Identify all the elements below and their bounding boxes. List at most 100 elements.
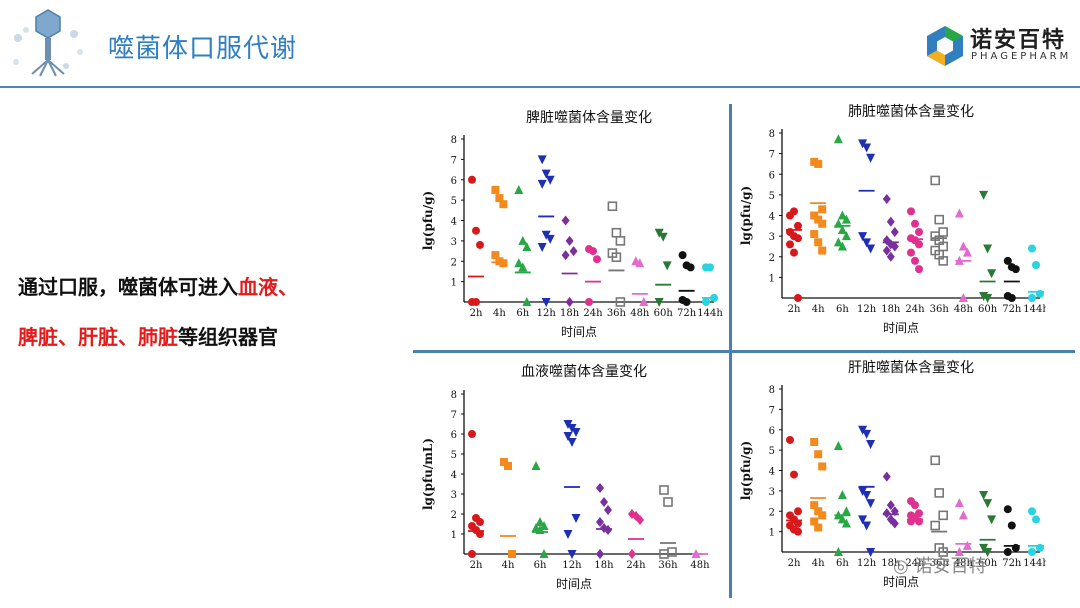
data-point bbox=[886, 500, 895, 511]
data-point bbox=[907, 248, 915, 257]
data-point bbox=[1007, 521, 1016, 530]
data-point bbox=[934, 488, 944, 498]
y-tick-label: 5 bbox=[769, 446, 775, 457]
data-point bbox=[882, 508, 891, 519]
data-point bbox=[472, 226, 480, 235]
x-tick-label: 2h bbox=[788, 304, 801, 315]
data-point bbox=[814, 159, 823, 168]
data-point bbox=[635, 258, 645, 268]
series-4h bbox=[500, 458, 516, 558]
data-point bbox=[979, 190, 989, 200]
data-point bbox=[983, 244, 993, 254]
x-tick-label: 6h bbox=[534, 560, 547, 571]
summary-line-2-text: 等组织器官 bbox=[178, 325, 278, 349]
series-48h bbox=[954, 208, 972, 302]
data-point bbox=[954, 208, 964, 218]
y-tick-label: 8 bbox=[451, 135, 457, 146]
y-tick-label: 5 bbox=[451, 450, 457, 461]
data-point bbox=[563, 432, 573, 441]
data-point bbox=[958, 510, 968, 520]
y-tick-label: 2 bbox=[769, 253, 775, 264]
x-tick-label: 18h bbox=[881, 558, 901, 569]
data-point bbox=[837, 224, 847, 234]
x-tick-label: 6h bbox=[516, 308, 529, 319]
chart-spleen: 脾脏噬菌体含量变化 1 2 3 4 5 6 7 8 lg(pfu/g) 2h 4h 6h 12h 18h 24… bbox=[421, 110, 723, 339]
data-point bbox=[794, 294, 802, 302]
data-point bbox=[841, 506, 851, 516]
logo-english-name: PHAGEPHARM bbox=[971, 51, 1072, 62]
data-point bbox=[786, 240, 794, 249]
chart-blood: 血液噬菌体含量变化 1 2 3 4 5 6 7 8 lg(pfu/mL) 2h 4h 6h 12h 18h 2… bbox=[421, 364, 710, 591]
data-point bbox=[958, 293, 968, 302]
data-point bbox=[862, 238, 872, 248]
x-tick-label: 48h bbox=[954, 558, 974, 569]
y-tick-label: 4 bbox=[769, 212, 775, 223]
chart-divider-horizontal bbox=[413, 350, 1075, 353]
data-point bbox=[911, 501, 919, 510]
summary-line-2: 脾脏、肝脏、肺脏等组织器官 bbox=[18, 312, 298, 362]
series-48h bbox=[691, 549, 708, 558]
x-tick-label: 60h bbox=[654, 308, 674, 319]
data-point bbox=[837, 241, 847, 251]
data-point bbox=[886, 514, 895, 525]
data-point bbox=[858, 232, 868, 242]
data-point bbox=[866, 244, 876, 254]
series-144h bbox=[1028, 244, 1044, 302]
slide-title: 噬菌体口服代谢 bbox=[108, 34, 298, 64]
data-point bbox=[678, 251, 687, 260]
series-24h bbox=[585, 245, 601, 306]
y-tick-label: 7 bbox=[769, 150, 775, 161]
data-point bbox=[818, 511, 827, 520]
data-point bbox=[535, 517, 545, 526]
series-72h bbox=[678, 251, 695, 306]
series-12h bbox=[537, 155, 555, 307]
data-point bbox=[1011, 265, 1020, 274]
company-logo: 诺安百特 PHAGEPHARM bbox=[924, 22, 1074, 70]
series-60h bbox=[654, 228, 672, 307]
data-point bbox=[662, 261, 672, 271]
summary-text: 通过口服，噬菌体可进入血液、 脾脏、肝脏、肺脏等组织器官 bbox=[18, 262, 298, 362]
slide-header: 噬菌体口服代谢 诺安百特 PHAGEPHARM bbox=[0, 0, 1080, 88]
y-tick-label: 8 bbox=[769, 129, 775, 140]
y-tick-label: 4 bbox=[769, 467, 775, 478]
data-point bbox=[938, 256, 948, 266]
data-point bbox=[663, 497, 673, 507]
data-point bbox=[818, 246, 827, 255]
data-point bbox=[814, 215, 823, 224]
x-tick-label: 2h bbox=[470, 560, 483, 571]
data-point bbox=[565, 235, 574, 246]
data-point bbox=[636, 515, 644, 525]
data-point bbox=[1028, 548, 1036, 556]
data-point bbox=[545, 175, 555, 185]
data-point bbox=[518, 262, 528, 272]
x-tick-label: 144h bbox=[1023, 558, 1046, 569]
data-point bbox=[886, 216, 895, 227]
data-point bbox=[499, 259, 508, 268]
data-point bbox=[833, 134, 843, 144]
x-tick-label: 2h bbox=[788, 558, 801, 569]
y-tick-label: 2 bbox=[451, 257, 457, 268]
data-point bbox=[600, 497, 608, 507]
data-point bbox=[862, 143, 872, 153]
data-point bbox=[545, 234, 555, 244]
y-tick-label: 4 bbox=[451, 217, 457, 228]
y-tick-label: 8 bbox=[451, 390, 457, 401]
data-point bbox=[495, 194, 504, 203]
y-tick-label: 5 bbox=[451, 196, 457, 207]
data-point bbox=[593, 255, 601, 264]
data-point bbox=[522, 297, 532, 306]
data-point bbox=[628, 549, 636, 559]
y-tick-label: 6 bbox=[769, 170, 775, 181]
data-point bbox=[962, 540, 972, 550]
series-24h bbox=[907, 207, 923, 274]
y-tick-label: 3 bbox=[769, 232, 775, 243]
data-point bbox=[1028, 507, 1036, 516]
data-point bbox=[790, 470, 798, 479]
x-tick-label: 24h bbox=[905, 304, 925, 315]
data-point bbox=[810, 501, 819, 510]
y-tick-label: 4 bbox=[451, 470, 457, 481]
data-point bbox=[1007, 294, 1016, 302]
data-point bbox=[841, 231, 851, 241]
series-24h bbox=[628, 509, 644, 559]
x-tick-label: 6h bbox=[836, 558, 849, 569]
